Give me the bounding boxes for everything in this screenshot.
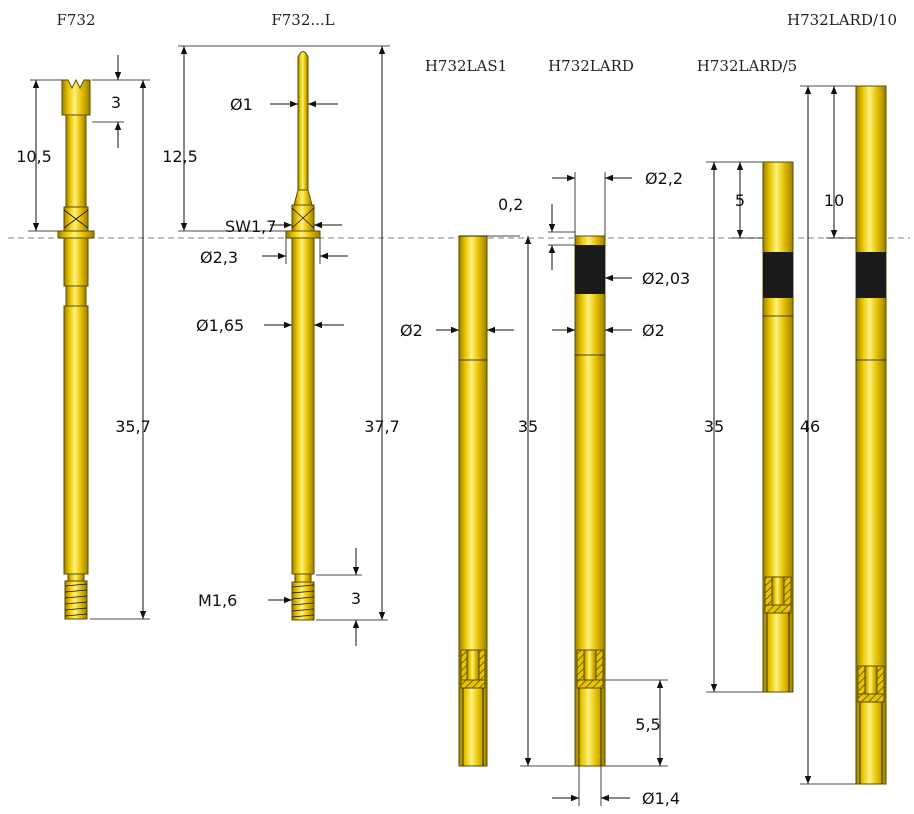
h732lard10-dimensions: 10 46 [800,85,856,785]
h732lard5-receptacle [762,161,794,693]
h732lard10-receptacle [855,85,887,785]
f732l-dimensions: 12,5 Ø1 SW1,7 Ø2,3 Ø1,65 37,7 3 M1,6 [162,45,400,646]
title-f732: F732 [56,11,95,29]
dim-f732l-sw: SW1,7 [225,217,276,236]
dim-f732l-shaft-dia: Ø1,65 [196,316,244,335]
dim-f732l-total: 37,7 [364,417,400,436]
dim-f732l-collar-dia: Ø2,3 [200,248,238,267]
dim-lard5-top: 5 [735,191,745,210]
dim-lard-top-dia: Ø2,2 [645,169,683,188]
f732-probe [57,78,95,620]
h732las1-dimensions: Ø2 35 [400,235,575,767]
dim-f732l-thread: M1,6 [198,591,237,610]
dim-f732l-len-top: 12,5 [162,147,198,166]
title-f732l: F732...L [271,11,334,29]
dim-lard-bottom-dia: Ø1,4 [642,789,680,808]
f732l-probe [285,51,321,621]
dim-lard5-len: 35 [704,417,724,436]
dim-lard10-len: 46 [800,417,820,436]
dim-f732l-thread-len: 3 [351,589,361,608]
h732lard-dimensions: Ø2,2 0,2 Ø2,03 Ø2 5,5 Ø1,4 [498,169,690,808]
dim-f732-len-top: 10,5 [16,147,52,166]
h732lard-receptacle [574,235,606,767]
dim-lard10-top: 10 [824,191,844,210]
title-h732las1: H732LAS1 [425,57,507,75]
title-h732lard5: H732LARD/5 [697,57,797,75]
h732lard5-dimensions: 5 35 [704,161,763,693]
h732las1-receptacle [458,235,488,767]
title-h732lard: H732LARD [548,57,634,75]
dim-las1-dia: Ø2 [400,321,423,340]
dim-f732-head: 3 [111,93,121,112]
title-h732lard10: H732LARD/10 [787,11,897,29]
dim-lard-offset: 0,2 [498,195,523,214]
dim-lard-bottom-len: 5,5 [635,715,660,734]
f732-dimensions: 10,5 3 35,7 [16,55,151,620]
dim-las1-len: 35 [518,417,538,436]
dim-lard-dia: Ø2 [642,321,665,340]
dim-f732-total: 35,7 [115,417,151,436]
dim-f732l-tip-dia: Ø1 [230,95,253,114]
dim-lard-band-dia: Ø2,03 [642,269,690,288]
